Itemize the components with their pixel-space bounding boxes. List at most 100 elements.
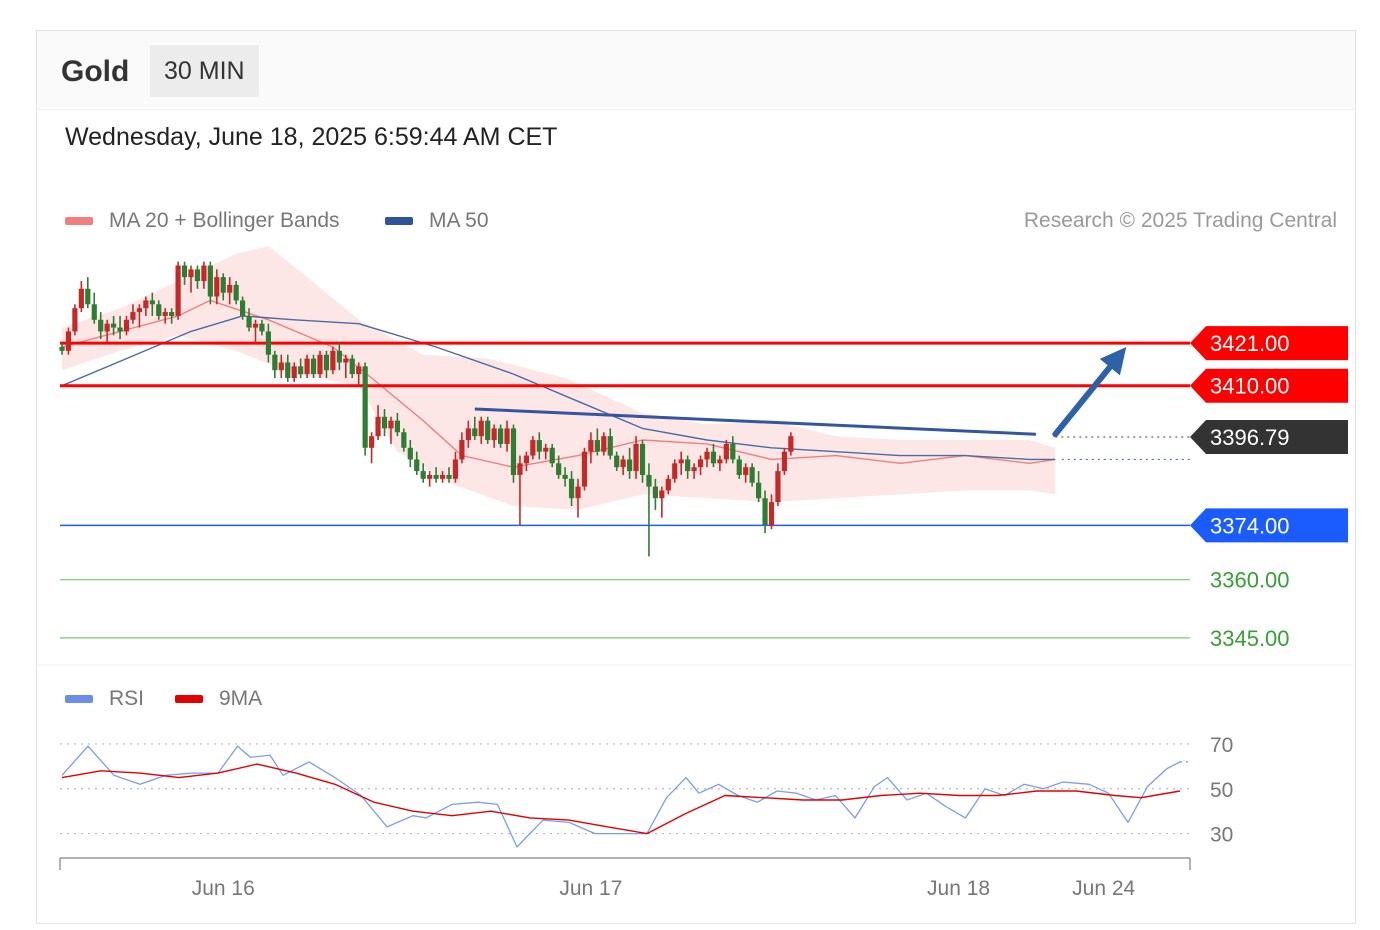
candle-body-41 [323, 354, 330, 371]
candle-body-80 [575, 486, 581, 499]
candle-body-2 [72, 308, 78, 332]
legend-ma50-label: MA 50 [429, 209, 489, 232]
candle-body-40 [317, 354, 323, 375]
candle-body-42 [330, 350, 336, 371]
price-levels [60, 341, 1190, 639]
candle-body-54 [407, 447, 413, 460]
candle-body-50 [381, 416, 388, 429]
rsi-line [61, 745, 1181, 848]
candle-body-39 [310, 358, 317, 375]
candle-body-45 [349, 358, 355, 375]
candle-body-43 [336, 350, 342, 363]
candle-body-44 [343, 358, 349, 363]
candle-body-47 [362, 366, 368, 448]
candle-body-102 [717, 459, 723, 464]
x-tick-label-0: Jun 16 [192, 877, 255, 900]
candle-body-75 [543, 447, 549, 452]
legend-rsi-label: RSI [109, 687, 145, 710]
candle-body-16 [162, 312, 168, 316]
candle-body-68 [498, 428, 504, 444]
candle-body-82 [588, 440, 594, 452]
candle-body-4 [85, 288, 91, 305]
candle-body-8 [111, 323, 117, 328]
candle-body-108 [756, 482, 762, 499]
candle-body-14 [149, 300, 155, 305]
timestamp: Wednesday, June 18, 2025 6:59:44 AM CET [65, 123, 558, 151]
current-price-tag [1190, 419, 1348, 454]
candle-body-89 [633, 443, 639, 472]
resistance-tag-1 [1190, 368, 1348, 403]
candle-body-48 [369, 436, 375, 448]
rsi-level-label-0: 70 [1210, 734, 1233, 757]
candle-body-105 [736, 459, 742, 475]
candle-body-70 [510, 428, 517, 475]
candle-body-103 [723, 443, 729, 460]
price-labels: 3421.00 3410.00 3396.79 3374.00 3360.00 3345.… [1190, 326, 1348, 651]
candle-body-62 [459, 440, 465, 460]
candle-body-86 [614, 455, 620, 468]
candle-body-87 [620, 459, 626, 468]
header-bar: Gold 30 MIN [37, 31, 1355, 110]
candle-body-79 [568, 478, 575, 499]
candle-body-58 [433, 474, 439, 479]
candle-body-113 [788, 436, 794, 452]
instrument-title: Gold [61, 55, 130, 88]
candle-body-37 [298, 366, 304, 375]
candle-body-27 [233, 284, 239, 301]
timeframe-badge[interactable]: 30 MIN [150, 45, 259, 97]
candle-body-69 [504, 428, 510, 444]
candle-body-91 [646, 474, 652, 487]
candle-body-76 [549, 447, 555, 464]
candle-body-72 [523, 455, 529, 464]
legend-9ma: 9MA [175, 687, 262, 711]
candle-body-30 [252, 323, 259, 328]
candle-body-10 [123, 319, 130, 332]
candle-body-29 [246, 315, 252, 328]
candle-body-19 [181, 265, 188, 278]
rsi-level-label-1: 50 [1210, 779, 1233, 802]
candle-body-38 [304, 358, 310, 375]
candle-body-53 [401, 432, 407, 448]
rsi-level-label-2: 30 [1210, 824, 1233, 847]
candle-body-56 [420, 471, 426, 479]
projection-arrow-shaft [1052, 364, 1113, 438]
candle-body-83 [594, 440, 600, 452]
candle-body-26 [227, 284, 233, 293]
candle-body-95 [672, 463, 678, 479]
candle-body-12 [136, 308, 142, 313]
candle-body-59 [439, 474, 446, 479]
candle-body-61 [452, 459, 459, 479]
candle-body-49 [375, 416, 381, 437]
candle-body-94 [665, 478, 671, 491]
candle-body-66 [485, 420, 491, 441]
candle-body-63 [465, 428, 471, 441]
x-tick-label-2: Jun 18 [927, 877, 990, 900]
candle-body-5 [91, 304, 97, 320]
projection-arrow-head [1099, 346, 1127, 376]
candle-body-107 [749, 467, 755, 483]
target-label-4: 3360.00 [1210, 568, 1290, 593]
candles [59, 261, 794, 557]
candle-body-112 [781, 451, 787, 472]
candle-body-101 [710, 451, 717, 464]
x-axis: Jun 16 Jun 17 Jun 18 Jun 24 [59, 857, 1191, 900]
rsi-panel: 70 50 30 [60, 734, 1233, 848]
candle-body-90 [639, 443, 646, 475]
ma20-swatch [65, 217, 93, 225]
candle-body-11 [130, 312, 136, 320]
resistance-label-0: 3421.00 [1210, 331, 1290, 356]
candle-body-18 [175, 265, 181, 316]
candle-body-21 [194, 269, 201, 282]
trend-line [474, 407, 1037, 436]
candle-body-46 [356, 366, 362, 375]
candle-body-98 [691, 467, 697, 472]
legend-ma20: MA 20 + Bollinger Bands [65, 209, 340, 233]
candle-body-31 [259, 323, 265, 332]
candle-body-73 [530, 440, 536, 456]
candle-body-111 [775, 471, 781, 503]
bollinger-bands [62, 246, 1056, 510]
legend-rsi: RSI [65, 687, 144, 711]
candle-body-34 [278, 362, 284, 371]
candle-body-65 [478, 420, 484, 437]
candle-body-25 [220, 277, 226, 293]
